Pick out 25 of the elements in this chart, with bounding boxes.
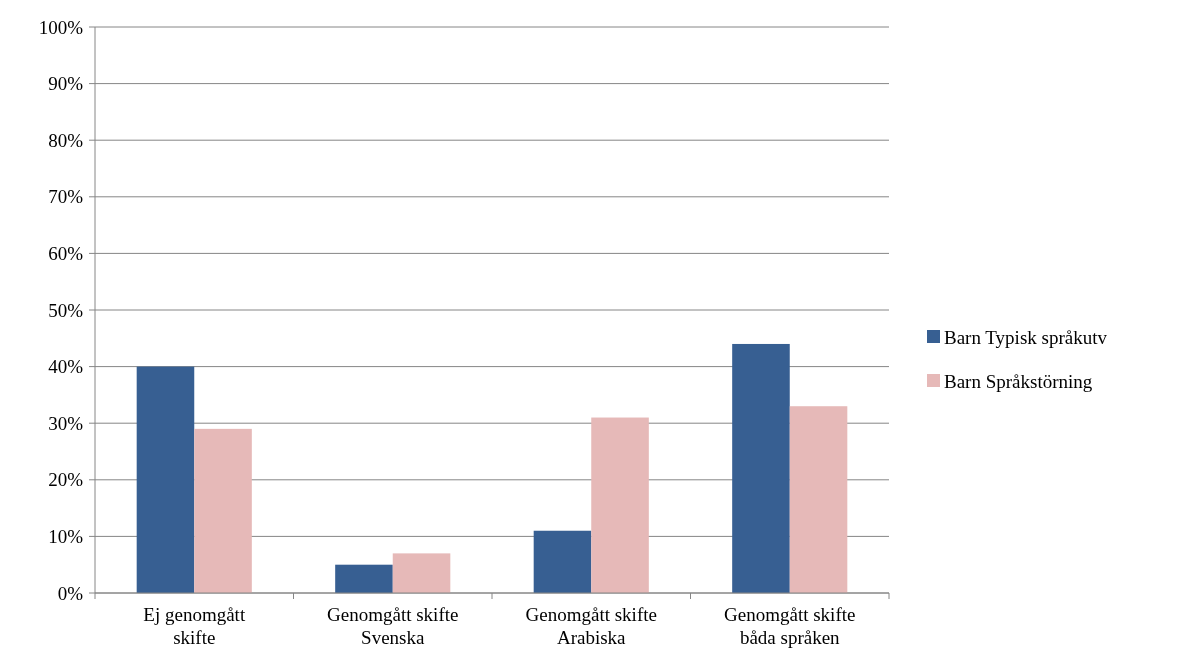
bar [392,553,451,593]
y-tick-label: 10% [48,526,84,548]
bar [136,366,195,593]
legend-label: Barn Typisk språkutv [944,326,1108,348]
y-tick-label: 100% [38,16,84,38]
x-tick-label: Genomgått skifte båda språken [724,604,856,648]
bar [732,343,790,593]
y-tick-label: 40% [48,356,84,378]
x-tick-label: Ej genomgått skifte [143,604,246,648]
bar [591,417,649,593]
y-tick-label: 90% [48,73,84,95]
y-tick-label: 0% [57,582,84,604]
y-tick-label: 20% [48,469,84,491]
bar [335,564,393,593]
bar [533,530,592,593]
legend-label: Barn Språkstörning [944,370,1093,392]
bar [194,428,252,593]
y-tick-label: 80% [48,129,84,151]
bar [789,406,848,593]
x-tick-label: Genomgått skifte Arabiska [525,604,657,648]
y-tick-label: 50% [48,299,84,321]
y-tick-label: 70% [48,186,84,208]
x-tick-label: Genomgått skifte Svenska [327,604,459,648]
y-tick-label: 30% [48,412,84,434]
y-tick-label: 60% [48,243,84,265]
